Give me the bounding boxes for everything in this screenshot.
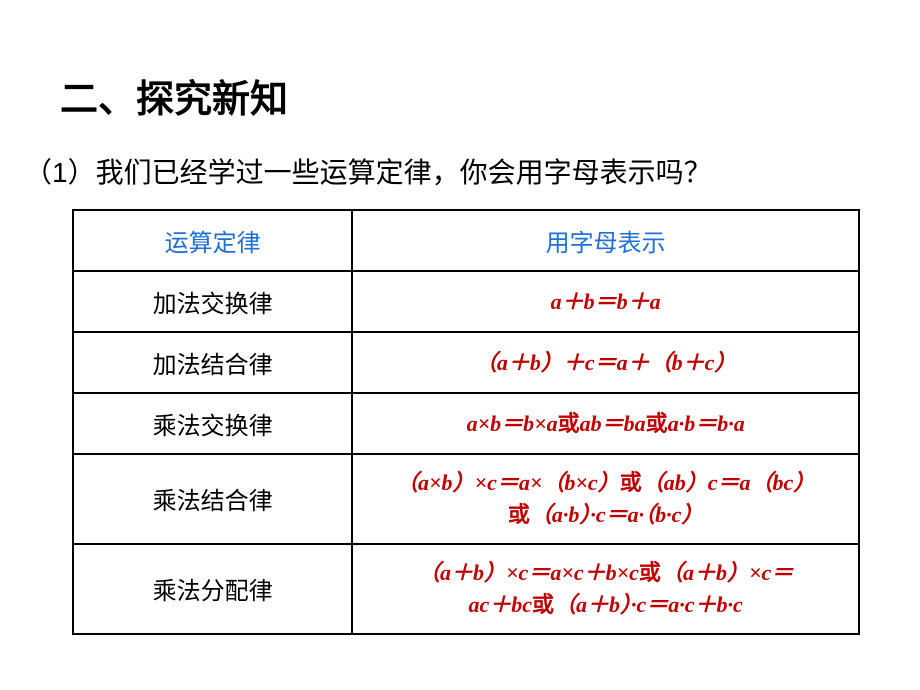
table-row: 加法结合律 （a＋b）＋c＝a＋（b＋c）: [73, 332, 859, 393]
law-expression: a×b＝b×a或ab＝ba或a·b＝b·a: [352, 393, 859, 454]
law-name: 加法交换律: [73, 271, 352, 332]
table-row: 乘法结合律 （a×b）×c＝a×（b×c）或（ab）c＝a（bc）或（a·b）·…: [73, 454, 859, 544]
law-name: 乘法交换律: [73, 393, 352, 454]
section-heading: 二、探究新知: [0, 0, 920, 123]
law-expression: a＋b＝b＋a: [352, 271, 859, 332]
table-row: 乘法分配律 （a＋b）×c＝a×c＋b×c或（a＋b）×c＝ac＋bc或（a＋b…: [73, 544, 859, 634]
header-expr: 用字母表示: [352, 210, 859, 271]
law-expression: （a＋b）×c＝a×c＋b×c或（a＋b）×c＝ac＋bc或（a＋b）·c＝a·…: [352, 544, 859, 634]
law-name: 加法结合律: [73, 332, 352, 393]
laws-table: 运算定律 用字母表示 加法交换律 a＋b＝b＋a 加法结合律 （a＋b）＋c＝a…: [72, 209, 860, 635]
subtitle: （1）我们已经学过一些运算定律，你会用字母表示吗？: [0, 123, 920, 203]
table-row: 加法交换律 a＋b＝b＋a: [73, 271, 859, 332]
law-expression: （a×b）×c＝a×（b×c）或（ab）c＝a（bc）或（a·b）·c＝a·（b…: [352, 454, 859, 544]
header-law: 运算定律: [73, 210, 352, 271]
law-name: 乘法分配律: [73, 544, 352, 634]
table-row: 乘法交换律 a×b＝b×a或ab＝ba或a·b＝b·a: [73, 393, 859, 454]
law-expression: （a＋b）＋c＝a＋（b＋c）: [352, 332, 859, 393]
table-header-row: 运算定律 用字母表示: [73, 210, 859, 271]
law-name: 乘法结合律: [73, 454, 352, 544]
